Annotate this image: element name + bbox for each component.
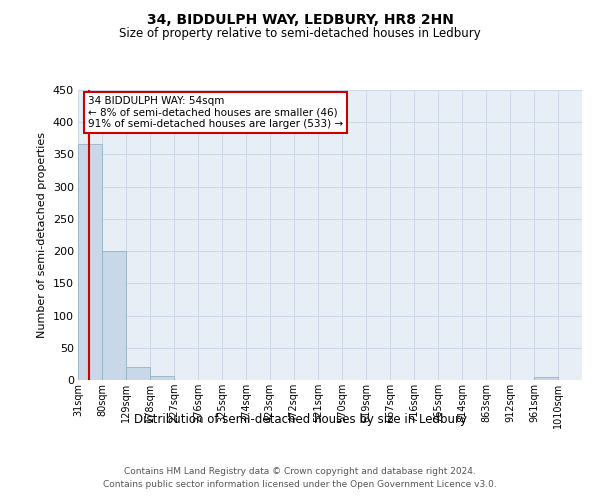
Bar	[150, 376, 174, 380]
Text: Size of property relative to semi-detached houses in Ledbury: Size of property relative to semi-detach…	[119, 28, 481, 40]
Bar	[534, 377, 558, 380]
Bar	[78, 144, 102, 380]
Bar	[126, 367, 150, 380]
Text: Distribution of semi-detached houses by size in Ledbury: Distribution of semi-detached houses by …	[133, 412, 467, 426]
Text: 34 BIDDULPH WAY: 54sqm
← 8% of semi-detached houses are smaller (46)
91% of semi: 34 BIDDULPH WAY: 54sqm ← 8% of semi-deta…	[88, 96, 343, 129]
Text: Contains public sector information licensed under the Open Government Licence v3: Contains public sector information licen…	[103, 480, 497, 489]
Y-axis label: Number of semi-detached properties: Number of semi-detached properties	[37, 132, 47, 338]
Text: Contains HM Land Registry data © Crown copyright and database right 2024.: Contains HM Land Registry data © Crown c…	[124, 468, 476, 476]
Bar	[102, 251, 126, 380]
Text: 34, BIDDULPH WAY, LEDBURY, HR8 2HN: 34, BIDDULPH WAY, LEDBURY, HR8 2HN	[146, 12, 454, 26]
